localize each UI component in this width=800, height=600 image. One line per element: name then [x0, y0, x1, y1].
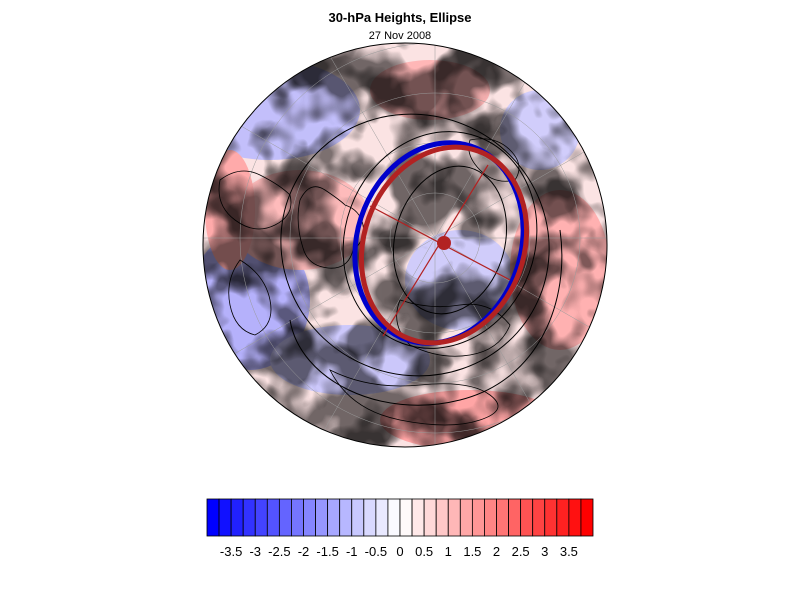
colorbar-tick-label: 1.5	[463, 544, 482, 559]
colorbar-swatch	[411, 498, 425, 537]
colorbar-tick-label: -3	[249, 544, 262, 559]
colorbar-tick-label: 0	[396, 544, 404, 559]
colorbar-tick-label: 2.5	[511, 544, 530, 559]
colorbar-tick-label: 0.5	[415, 544, 434, 559]
colorbar-swatch	[327, 498, 341, 537]
colorbar-swatch	[266, 498, 280, 537]
colorbar-swatch	[544, 498, 558, 537]
colorbar-swatch	[508, 498, 522, 537]
colorbar-tick-label: -1.5	[316, 544, 339, 559]
colorbar-swatch	[520, 498, 534, 537]
colorbar-swatch	[568, 498, 582, 537]
colorbar-tick-label: -1	[345, 544, 358, 559]
colorbar-tick-label: 3	[541, 544, 549, 559]
colorbar-swatch	[206, 498, 220, 537]
colorbar-swatch	[532, 498, 546, 537]
colorbar-swatch	[387, 498, 401, 537]
colorbar-swatch	[315, 498, 329, 537]
colorbar-swatch	[484, 498, 497, 537]
colorbar-swatch	[278, 498, 292, 537]
colorbar-swatch	[291, 498, 304, 537]
globe-outline	[202, 42, 608, 448]
colorbar-tick-label: -2	[297, 544, 310, 559]
colorbar-tick-label: 1	[444, 544, 452, 559]
colorbar-swatch	[447, 498, 461, 537]
colorbar-tick-label: 2	[492, 544, 501, 559]
colorbar-swatch	[254, 498, 268, 537]
colorbar-tick-label: -2.5	[268, 544, 291, 559]
colorbar-swatch	[423, 498, 437, 537]
colorbar-swatch	[496, 498, 509, 537]
colorbar	[206, 498, 594, 537]
colorbar-swatch	[580, 498, 594, 537]
colorbar-swatch	[471, 498, 485, 537]
map-subtitle: 27 Nov 2008	[368, 30, 432, 42]
colorbar-swatch	[339, 498, 353, 537]
colorbar-swatch	[242, 498, 256, 537]
colorbar-tick-label: -3.5	[219, 544, 243, 559]
colorbar-swatch	[375, 498, 389, 537]
colorbar-swatch	[435, 498, 449, 537]
height-contours	[280, 113, 563, 406]
fitted-ellipse	[358, 144, 530, 346]
map-title: 30-hPa Heights, Ellipse	[328, 10, 472, 25]
colorbar-swatch	[351, 498, 365, 537]
colorbar-swatch	[399, 498, 413, 537]
colorbar-swatch	[459, 498, 473, 537]
colorbar-swatch	[556, 498, 570, 537]
colorbar-swatch	[363, 498, 377, 537]
anomaly-field	[203, 43, 607, 447]
colorbar-swatch	[230, 498, 244, 537]
colorbar-swatch	[303, 498, 316, 537]
ellipse-centroid	[437, 236, 451, 250]
colorbar-tick-label: -0.5	[364, 544, 388, 559]
colorbar-swatch	[218, 498, 232, 537]
colorbar-tick-label: 3.5	[559, 544, 578, 559]
